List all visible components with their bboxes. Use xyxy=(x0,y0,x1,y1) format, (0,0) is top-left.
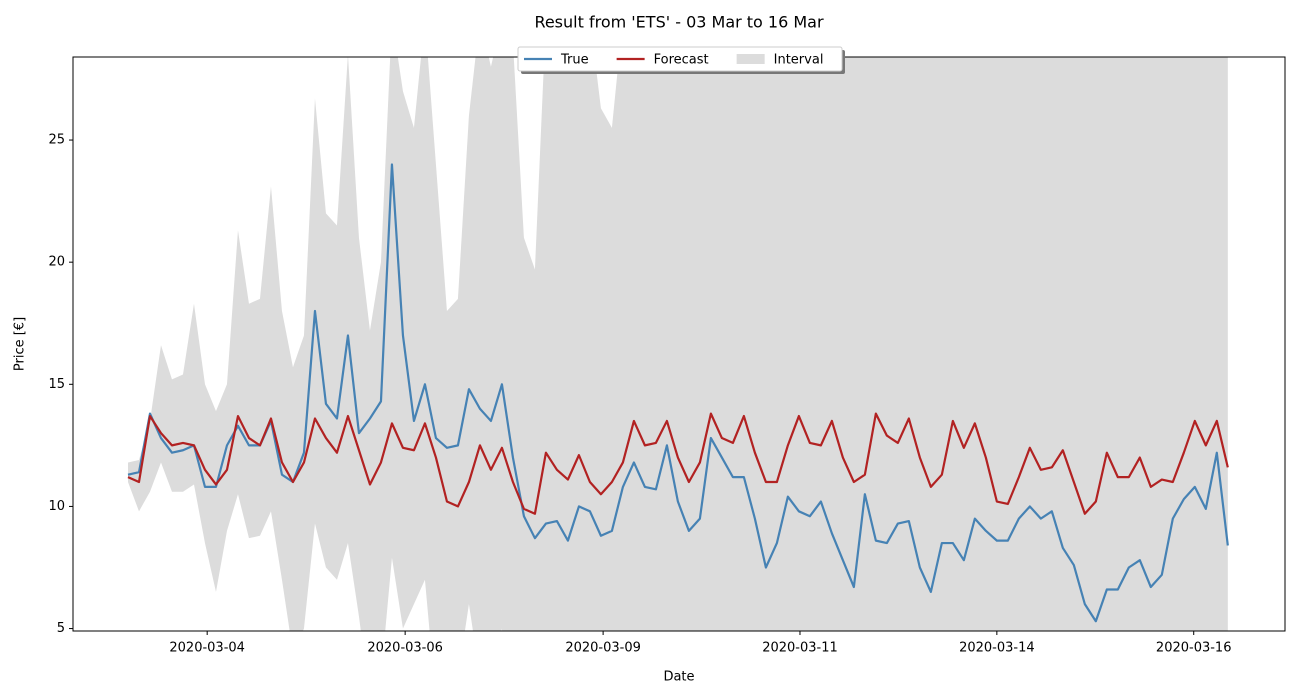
legend-swatch xyxy=(736,54,765,64)
legend-label: True xyxy=(560,53,589,68)
x-tick-label: 2020-03-11 xyxy=(762,641,838,656)
legend-label: Forecast xyxy=(654,53,709,68)
interval-area xyxy=(127,57,1228,631)
legend-label: Interval xyxy=(774,53,824,68)
x-tick-label: 2020-03-16 xyxy=(1156,641,1232,656)
y-tick-label: 5 xyxy=(57,621,65,636)
y-tick-label: 25 xyxy=(48,133,65,148)
x-axis-label: Date xyxy=(663,670,694,685)
y-tick-label: 15 xyxy=(48,377,65,392)
x-tick-label: 2020-03-04 xyxy=(169,641,245,656)
x-tick-label: 2020-03-14 xyxy=(959,641,1035,656)
plot-area xyxy=(127,57,1229,631)
x-tick-label: 2020-03-09 xyxy=(565,641,641,656)
series-line xyxy=(127,163,1229,623)
y-axis-label: Price [€] xyxy=(13,317,28,371)
y-tick-label: 10 xyxy=(48,499,65,514)
x-tick-label: 2020-03-06 xyxy=(367,641,443,656)
y-tick-label: 20 xyxy=(48,255,65,270)
chart-title: Result from 'ETS' - 03 Mar to 16 Mar xyxy=(534,13,824,32)
series-line xyxy=(127,412,1229,515)
legend-box xyxy=(517,46,843,72)
